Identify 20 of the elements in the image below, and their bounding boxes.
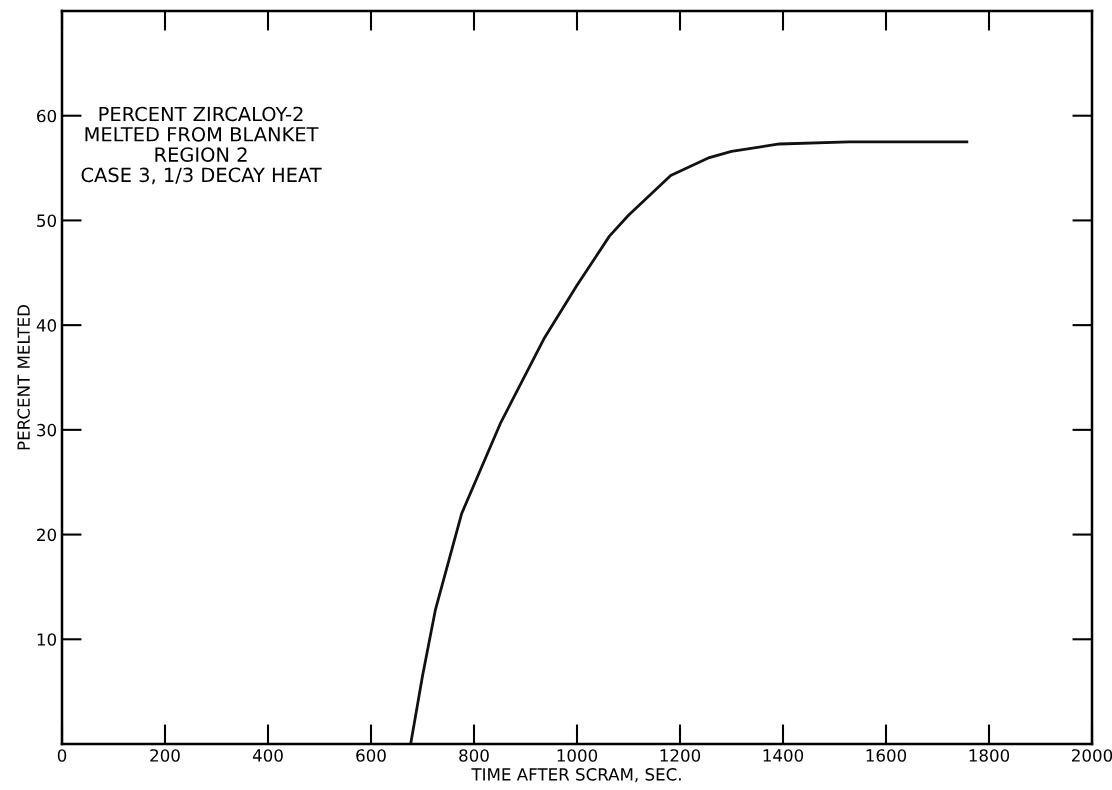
annotation: PERCENT ZIRCALOY-2 MELTED FROM BLANKET REGION 2 CASE 3, 1/3 DECAY HEAT <box>81 106 322 185</box>
x-tick-label: 1600 <box>866 749 907 762</box>
x-axis-title: TIME AFTER SCRAM, SEC. <box>471 768 681 783</box>
y-tick-label: 60 <box>37 109 57 123</box>
y-tick-label: 40 <box>36 319 57 332</box>
x-tick-label: 400 <box>252 749 283 762</box>
y-tick-label: 30 <box>37 423 57 437</box>
x-tick-label: 600 <box>356 749 386 762</box>
x-tick-label: 2000 <box>1072 749 1112 762</box>
y-tick-label: 50 <box>37 214 57 227</box>
x-tick-label: 1200 <box>660 749 701 762</box>
y-tick-label: 10 <box>37 633 57 646</box>
x-tick-label: 1400 <box>763 749 804 762</box>
x-tick-label: 0 <box>57 749 67 762</box>
x-tick-label: 1000 <box>557 749 598 762</box>
x-tick-label: 800 <box>459 749 489 762</box>
y-axis-title: PERCENT MELTED <box>17 305 30 450</box>
x-tick-label: 200 <box>150 749 180 762</box>
x-tick-label: 1800 <box>969 749 1010 762</box>
y-tick-label: 20 <box>37 528 57 542</box>
